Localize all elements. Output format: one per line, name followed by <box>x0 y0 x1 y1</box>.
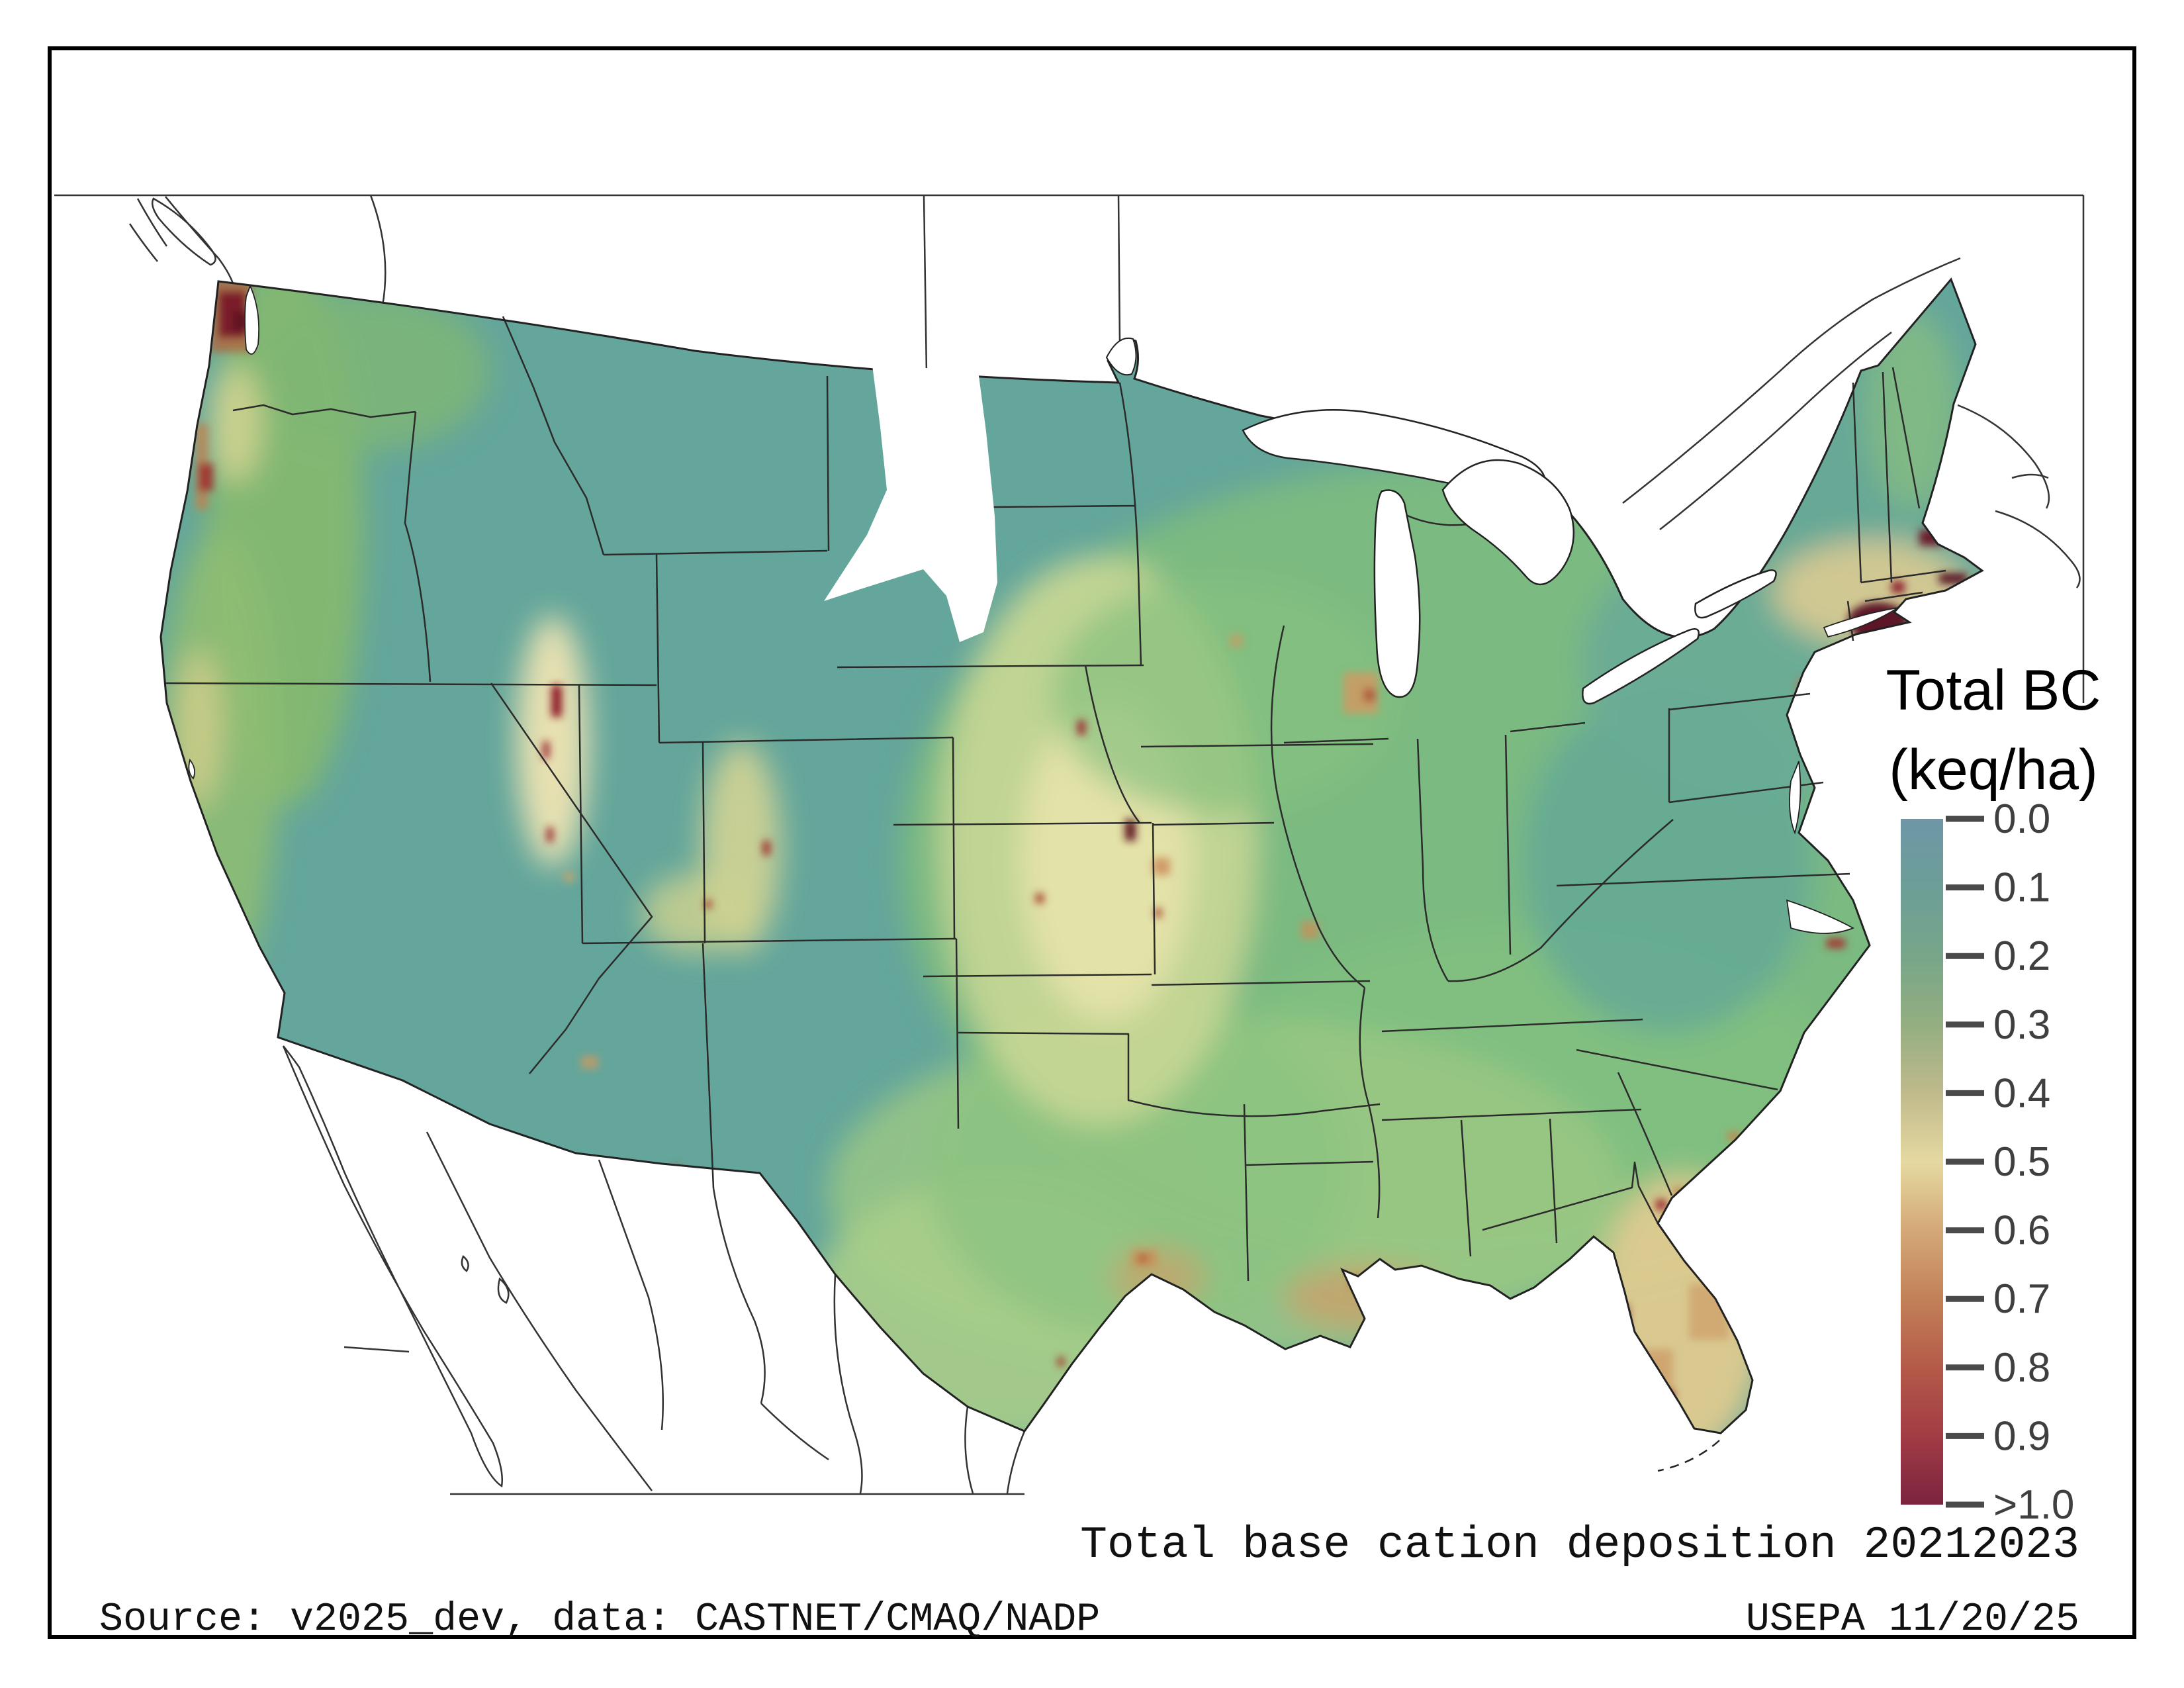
urban-hotspot <box>547 827 553 842</box>
gulf-islands <box>462 1256 508 1303</box>
urban-hotspot <box>581 1056 598 1069</box>
urban-hotspot <box>1230 634 1243 647</box>
sonora-coast <box>427 1132 652 1491</box>
colorbar-tick-label: 0.2 <box>1993 933 2050 979</box>
credit-line: USEPA 11/20/25 <box>1746 1597 2079 1642</box>
urban-hotspot <box>762 841 770 855</box>
colorbar-tick-label: 0.8 <box>1993 1345 2050 1391</box>
bc-islets <box>130 199 167 261</box>
urban-hotspot-new-jersey <box>1829 677 1848 736</box>
colorbar-tick-label: 0.1 <box>1993 865 2050 911</box>
urban-hotspot <box>1140 1255 1146 1262</box>
urban-hotspot <box>1155 908 1161 917</box>
urban-hotspot <box>564 872 574 882</box>
figure-canvas: Total BC (keq/ha) 0.0 0.1 0.2 0.3 0.4 0.5 0.6 0… <box>0 0 2184 1688</box>
maritimes-coastline <box>1958 405 2080 588</box>
bc-alberta-border <box>371 195 385 306</box>
urban-hotspot <box>1036 894 1044 903</box>
colorbar-tick-label: 0.5 <box>1993 1139 2050 1185</box>
saskatchewan-manitoba-border <box>1118 195 1120 344</box>
region-florida-khaki <box>1595 1175 1767 1460</box>
colorbar-tick-label: 0.9 <box>1993 1413 2050 1459</box>
urban-hotspot <box>705 900 711 908</box>
deposition-map-figure: Total BC (keq/ha) 0.0 0.1 0.2 0.3 0.4 0.5 0.6 0… <box>0 0 2184 1688</box>
florida-keys <box>1658 1440 1719 1471</box>
colorbar-tick-label: 0.7 <box>1993 1276 2050 1322</box>
legend-title-line1: Total BC <box>1886 659 2101 722</box>
vancouver-island <box>152 199 215 265</box>
urban-hotspot <box>1714 1247 1722 1258</box>
colorbar-tick-label: 0.6 <box>1993 1208 2050 1254</box>
urban-hotspot <box>551 685 562 717</box>
figure-caption: Total base cation deposition 20212023 <box>1080 1520 2079 1571</box>
colorbar-tick-label: 0.3 <box>1993 1002 2050 1048</box>
urban-hotspot-boston <box>1919 530 1943 545</box>
urban-hotspot <box>1827 939 1845 948</box>
deposition-raster <box>132 238 2019 1549</box>
urban-hotspot <box>1656 1199 1666 1210</box>
colorbar-tick-label: 0.0 <box>1993 796 2050 842</box>
urban-hotspot <box>1350 1276 1378 1289</box>
bc-coastline <box>165 197 233 283</box>
colorbar <box>1901 819 1943 1505</box>
region-norcal-yellow <box>175 649 222 808</box>
source-line: Source: v2025_dev, data: CASTNET/CMAQ/NA… <box>99 1597 1100 1642</box>
urban-hotspot <box>1891 581 1905 593</box>
region-washington-green <box>251 291 490 450</box>
urban-hotspot-tampa <box>1619 1305 1628 1331</box>
urban-hotspot <box>1058 1357 1064 1366</box>
region-willamette-yellow <box>208 364 261 483</box>
urban-hotspot <box>1077 720 1085 735</box>
urban-hotspot <box>1301 921 1318 939</box>
urban-hotspot <box>1359 1280 1366 1287</box>
urban-hotspot <box>543 741 549 759</box>
colorbar-tick-label: 0.4 <box>1993 1070 2050 1116</box>
mexico-gulf-coast <box>1007 1431 1024 1493</box>
urban-hotspot <box>1153 858 1170 875</box>
legend-title-line2: (keq/ha) <box>1889 738 2098 802</box>
baja-state-line <box>344 1347 409 1352</box>
urban-hotspot <box>199 463 213 491</box>
legend: Total BC (keq/ha) 0.0 0.1 0.2 0.3 0.4 0.5 0.6 0… <box>1886 659 2101 1528</box>
urban-hotspot-miami <box>1739 1289 1750 1338</box>
colorbar-ticks: 0.00.10.20.30.40.50.60.70.80.9>1.0 <box>1946 796 2074 1528</box>
urban-hotspot <box>1363 688 1375 702</box>
alberta-saskatchewan-border <box>924 195 927 375</box>
